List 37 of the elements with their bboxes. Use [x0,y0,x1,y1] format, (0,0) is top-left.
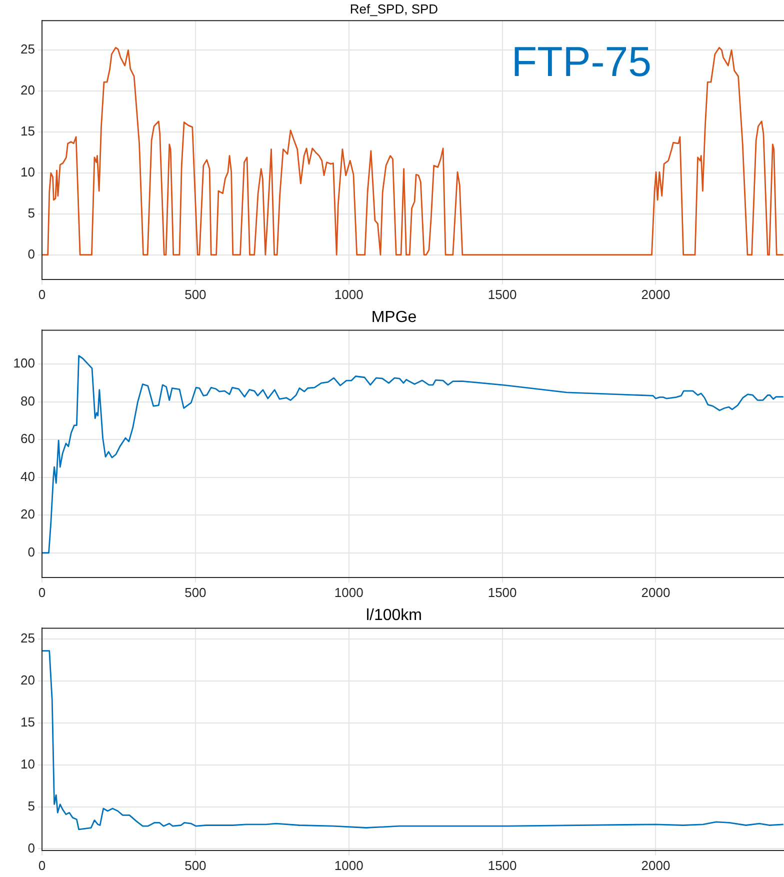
x-tick-label: 1500 [488,286,517,302]
y-tick-label: 10 [20,756,35,772]
y-tick-label: 80 [20,393,35,408]
y-tick-label: 40 [20,468,35,484]
x-tick-label: 0 [38,286,46,302]
y-tick-label: 10 [20,164,35,180]
x-tick-label: 0 [38,858,46,873]
y-tick-label: 100 [13,356,35,371]
y-tick-label: 20 [20,506,35,522]
y-tick-label: 20 [20,82,35,98]
y-tick-label: 25 [20,630,35,646]
x-tick-label: 1000 [334,858,364,873]
x-tick-label: 500 [184,584,206,600]
chart-title: l/100km [366,607,422,624]
y-tick-label: 5 [28,205,35,220]
x-tick-label: 2000 [641,858,670,873]
y-tick-label: 25 [20,42,35,57]
x-tick-label: 2000 [641,584,670,600]
y-tick-label: 60 [20,431,35,446]
x-tick-label: 2000 [641,286,670,302]
chart-title: MPGe [371,309,417,326]
y-tick-label: 20 [20,672,35,688]
x-tick-label: 1000 [334,584,364,600]
annotation: FTP-75 [511,38,652,86]
y-tick-label: 0 [28,544,35,560]
chart-title: Ref_SPD, SPD [350,1,438,16]
x-tick-label: 1000 [334,286,364,302]
y-tick-label: 0 [28,246,35,262]
y-tick-label: 15 [20,714,35,730]
x-tick-label: 500 [184,858,206,873]
x-tick-label: 1500 [488,584,517,600]
y-tick-label: 15 [20,124,35,139]
x-tick-label: 0 [38,584,46,600]
y-tick-label: 0 [28,840,35,856]
x-tick-label: 1500 [488,858,517,873]
y-tick-label: 5 [28,798,35,814]
x-tick-label: 500 [184,286,206,302]
